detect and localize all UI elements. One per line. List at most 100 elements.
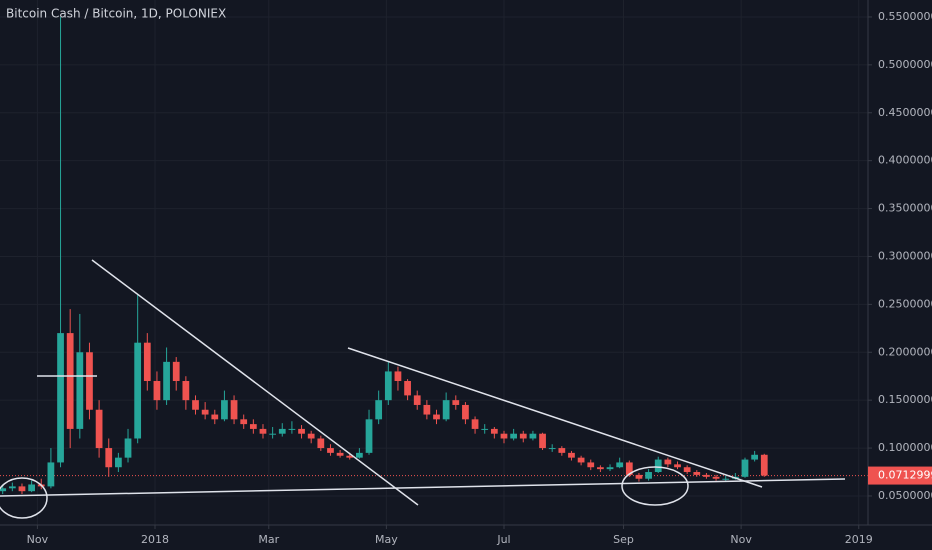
x-tick-label: 2019	[845, 533, 873, 546]
candle-body	[500, 433, 508, 439]
y-tick-label: 0.10000000	[878, 441, 932, 454]
candle-body	[0, 488, 7, 492]
candle-body	[201, 409, 209, 415]
candle-body	[8, 486, 16, 489]
candle-body	[288, 428, 296, 430]
candle-body	[192, 400, 199, 410]
x-tick-label: Jul	[496, 533, 510, 546]
chart-title: Bitcoin Cash / Bitcoin, 1D, POLONIEX	[6, 7, 226, 21]
candle-body	[211, 414, 219, 420]
candle-body	[635, 474, 643, 479]
candle-body	[510, 433, 518, 439]
trend-line	[0, 478, 846, 497]
last-price-box	[868, 466, 932, 485]
candle-body	[751, 454, 759, 460]
trend-line	[347, 347, 763, 488]
candle-body	[452, 400, 460, 405]
candle-body	[356, 452, 363, 458]
candle-body	[278, 428, 286, 434]
candle-body	[259, 428, 267, 434]
y-tick-label: 0.35000000	[878, 202, 932, 215]
candle-body	[703, 474, 710, 477]
candle-body	[163, 361, 170, 401]
y-tick-label: 0.55000000	[878, 10, 932, 23]
candle-body	[693, 472, 701, 475]
x-tick-label: Sep	[613, 533, 634, 546]
candle-body	[481, 428, 489, 430]
candle-body	[597, 467, 604, 470]
candle-body	[269, 433, 276, 435]
candle-body	[712, 476, 720, 479]
candle-body	[722, 478, 730, 480]
y-tick-label: 0.25000000	[878, 297, 932, 310]
grid	[0, 0, 868, 525]
candle-body	[664, 459, 672, 465]
candle-body	[683, 467, 691, 473]
x-tick-label: May	[375, 533, 398, 546]
candle-body	[490, 428, 498, 434]
y-tick-label: 0.40000000	[878, 154, 932, 167]
drawings	[0, 259, 846, 519]
candle-body	[317, 438, 325, 449]
candle-body	[625, 462, 633, 475]
candle-body	[76, 352, 84, 429]
candle-body	[423, 404, 431, 415]
candle-body	[66, 333, 74, 429]
candle-body	[404, 381, 411, 396]
y-tick-label: 0.30000000	[878, 249, 932, 262]
candle-body	[47, 462, 55, 487]
y-tick-label: 0.50000000	[878, 58, 932, 71]
candle-body	[539, 433, 546, 449]
x-tick-label: Mar	[258, 533, 279, 546]
candle-body	[616, 462, 624, 468]
candle-body	[606, 467, 614, 470]
last-price-label: 0.07129999	[878, 469, 932, 482]
candle-body	[86, 352, 93, 410]
candle-body	[230, 400, 238, 420]
y-tick-label: 0.20000000	[878, 345, 932, 358]
y-tick-label: 0.15000000	[878, 393, 932, 406]
candle-body	[674, 464, 681, 468]
candle-body	[375, 400, 383, 420]
candle-body	[433, 414, 440, 420]
trend-line	[91, 259, 419, 506]
x-tick-label: Nov	[730, 533, 752, 546]
y-tick-label: 0.45000000	[878, 106, 932, 119]
candle-body	[413, 395, 421, 405]
x-tick-label: 2018	[141, 533, 169, 546]
candle-body	[568, 452, 575, 458]
candle-body	[365, 419, 373, 453]
candle-body	[442, 400, 450, 420]
candle-body	[654, 459, 662, 473]
candle-body	[143, 342, 151, 382]
candle-body	[346, 455, 354, 458]
candle-body	[327, 448, 334, 453]
candle-body	[307, 433, 315, 439]
candle-body	[741, 459, 749, 477]
candle-body	[394, 371, 402, 382]
candle-body	[95, 409, 103, 449]
candle-body	[249, 424, 257, 429]
candle-body	[548, 448, 556, 450]
candles	[0, 16, 768, 495]
candle-body	[336, 452, 344, 456]
candle-body	[577, 457, 585, 463]
candle-body	[221, 400, 228, 420]
candle-body	[115, 457, 122, 468]
candle-body	[28, 484, 35, 492]
candle-body	[182, 381, 190, 401]
candle-body	[57, 333, 64, 463]
candle-body	[519, 433, 527, 439]
candle-body	[240, 419, 248, 425]
candle-body	[172, 361, 180, 382]
y-tick-label: 0.05000000	[878, 489, 932, 502]
candle-body	[384, 371, 392, 401]
candle-body	[153, 381, 161, 401]
candle-body	[587, 462, 595, 468]
candle-body	[471, 419, 479, 429]
candle-body	[529, 433, 537, 439]
candle-body	[462, 404, 469, 420]
candle-body	[645, 472, 652, 479]
